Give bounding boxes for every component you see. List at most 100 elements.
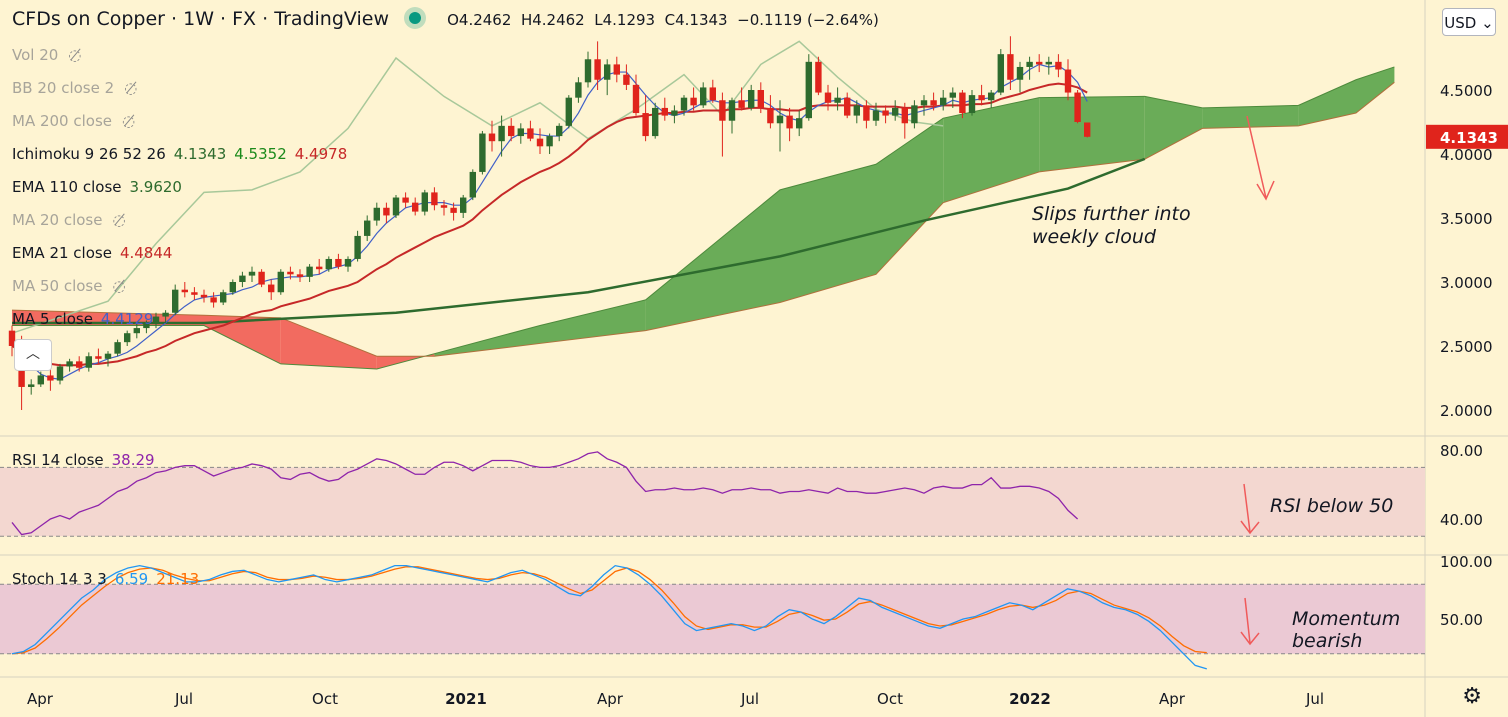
source-label: TradingView — [274, 8, 389, 30]
candle-body — [776, 115, 784, 124]
candle-body — [460, 197, 467, 213]
candle-body — [546, 136, 553, 147]
candle-body — [1045, 61, 1052, 65]
candle-body — [988, 92, 995, 101]
interval-label[interactable]: 1W — [183, 8, 214, 30]
candle-body — [364, 220, 371, 236]
stoch-d-value: 21.13 — [156, 570, 200, 588]
hidden-eye-icon[interactable]: ◌̸ — [68, 46, 82, 64]
ichimoku-value-3: 4.4978 — [294, 145, 348, 163]
candle-body — [220, 292, 227, 303]
legend-ema21[interactable]: EMA 21 close 4.4844 — [12, 244, 172, 262]
hidden-eye-icon[interactable]: ◌̸ — [112, 277, 126, 295]
candle-body — [383, 207, 390, 216]
currency-label: USD — [1444, 14, 1477, 32]
time-tick-label: Jul — [740, 690, 759, 708]
candle-body — [488, 133, 496, 142]
candle-body — [325, 258, 332, 270]
legend-ema110[interactable]: EMA 110 close 3.9620 — [12, 178, 182, 196]
candle-body — [757, 90, 764, 108]
stoch-annotation: bearish — [1292, 630, 1362, 652]
candle-body — [815, 61, 822, 93]
candle-body — [1074, 92, 1081, 122]
candle-body — [623, 74, 630, 85]
candle-body — [268, 284, 275, 293]
candle-body — [632, 84, 640, 114]
legend-ma50-label: MA 50 close — [12, 277, 103, 295]
candle-body — [1016, 66, 1024, 80]
candle-body — [37, 375, 44, 385]
candle-body — [911, 105, 918, 124]
candle-body — [239, 275, 246, 282]
symbol-name[interactable]: CFDs on Copper — [12, 8, 165, 30]
ichimoku-cloud-bull — [1202, 105, 1299, 129]
hidden-eye-icon[interactable]: ◌̸ — [112, 211, 126, 229]
legend-vol[interactable]: Vol 20 ◌̸ — [12, 46, 81, 64]
candle-body — [124, 333, 131, 343]
candle-body — [671, 110, 678, 116]
candle-body — [306, 266, 313, 277]
candle-body — [47, 375, 54, 381]
candle-body — [940, 97, 947, 106]
candle-body — [210, 297, 217, 303]
annotation-arrow — [1246, 115, 1267, 199]
candle-body — [508, 125, 515, 137]
candle-body — [440, 205, 448, 208]
candle-body — [584, 59, 592, 83]
candle-body — [690, 97, 697, 106]
legend-ma20[interactable]: MA 20 close ◌̸ — [12, 211, 126, 229]
candle-body — [613, 64, 620, 75]
legend-ma20-label: MA 20 close — [12, 211, 103, 229]
gear-icon[interactable]: ⚙ — [1462, 684, 1482, 709]
rsi-value: 38.29 — [111, 451, 155, 469]
candle-body — [421, 192, 428, 212]
candle-body — [277, 271, 284, 293]
hidden-eye-icon[interactable]: ◌̸ — [122, 112, 136, 130]
candle-body — [834, 97, 841, 103]
change-value: −0.1119 (−2.64%) — [737, 11, 879, 29]
legend-ma5[interactable]: MA 5 close 4.4129 — [12, 310, 153, 328]
time-tick-label: Apr — [27, 690, 54, 708]
candle-body — [719, 100, 726, 121]
legend-bb[interactable]: BB 20 close 2 ◌̸ — [12, 79, 137, 97]
stoch-d-line — [11, 566, 1207, 655]
candle-body — [181, 289, 188, 293]
candle-body — [853, 105, 860, 116]
legend-ema110-label: EMA 110 close — [12, 178, 122, 196]
candle-body — [258, 271, 265, 285]
annotation-arrow-head — [1256, 180, 1275, 201]
annotation-text: Slips further into — [1032, 203, 1191, 225]
candle-body — [738, 100, 745, 108]
candle-body — [997, 54, 1004, 93]
candle-body — [373, 207, 380, 221]
legend-ma200[interactable]: MA 200 close ◌̸ — [12, 112, 135, 130]
ichimoku-cloud-bull — [540, 299, 646, 344]
candle-body — [796, 118, 803, 129]
high-value: H4.2462 — [520, 11, 585, 29]
annotation-text: weekly cloud — [1032, 226, 1157, 248]
candle-body — [392, 197, 400, 216]
legend-ichimoku[interactable]: Ichimoku 9 26 52 26 4.1343 4.5352 4.4978 — [12, 145, 347, 163]
candle-body — [556, 125, 563, 137]
candle-body — [786, 115, 793, 129]
currency-select[interactable]: USD ⌄ — [1442, 8, 1496, 36]
candle-body — [575, 82, 582, 98]
legend-ma50[interactable]: MA 50 close ◌̸ — [12, 277, 126, 295]
legend-stoch[interactable]: Stoch 14 3 3 6.59 21.13 — [12, 570, 199, 588]
hidden-eye-icon[interactable]: ◌̸ — [124, 79, 138, 97]
legend-rsi[interactable]: RSI 14 close 38.29 — [12, 451, 155, 469]
candle-body — [920, 100, 928, 106]
stoch-annotation-arrow-head — [1240, 631, 1260, 646]
market-status-icon — [409, 12, 422, 24]
candle-body — [728, 100, 736, 121]
collapse-legend-button[interactable]: ︿ — [14, 339, 52, 371]
last-price-label: 4.1343 — [1440, 129, 1498, 147]
ichimoku-lagging-line — [11, 40, 944, 334]
candle-body — [700, 87, 707, 106]
time-tick-label: 2022 — [1009, 690, 1051, 708]
rsi-band — [0, 467, 1425, 537]
time-tick-label: Apr — [1159, 690, 1186, 708]
candle-body — [95, 356, 102, 359]
candle-body — [1055, 61, 1062, 70]
